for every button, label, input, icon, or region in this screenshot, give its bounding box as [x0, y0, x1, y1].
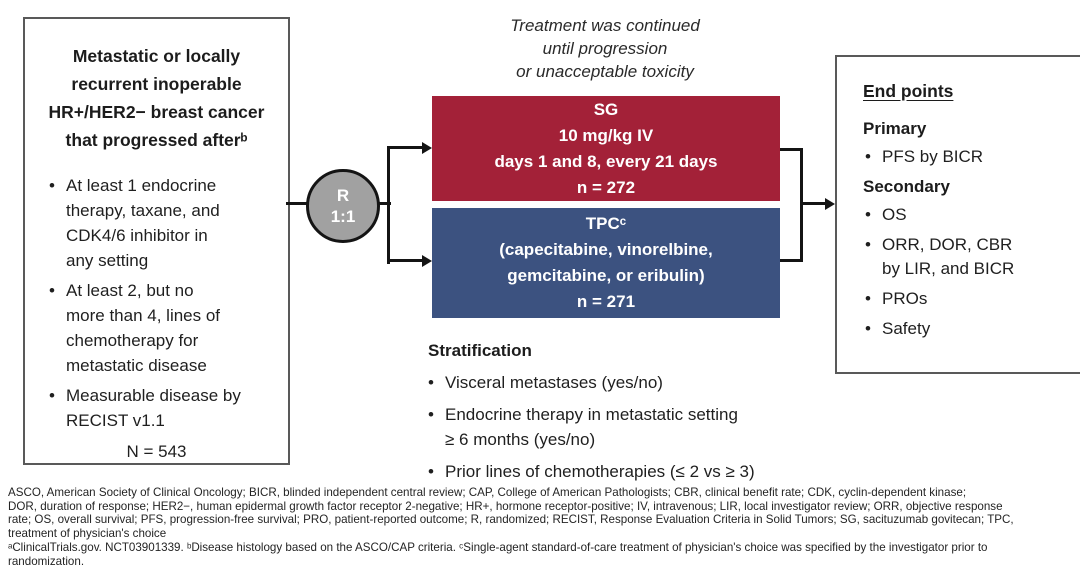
tpc-arm-text: TPCᶜ (capecitabine, vinorelbine, gemcita…: [499, 214, 713, 311]
arrowhead-icon: [825, 197, 835, 210]
connector-line: [387, 146, 390, 264]
eligibility-criterion: At least 2, but no more than 4, lines of…: [49, 278, 284, 378]
connector-line: [286, 202, 308, 205]
total-enrollment: N = 543: [126, 442, 187, 461]
stratification-item: Visceral metastases (yes/no): [428, 370, 873, 395]
connector-line: [780, 259, 802, 262]
stratification-item: Prior lines of chemotherapies (≤ 2 vs ≥ …: [428, 459, 873, 484]
footnotes-section: ASCO, American Society of Clinical Oncol…: [8, 486, 1076, 568]
connector-line: [387, 259, 423, 262]
tpc-arm-box: TPCᶜ (capecitabine, vinorelbine, gemcita…: [432, 208, 780, 318]
secondary-endpoints-list: OS ORR, DOR, CBR by LIR, and BICR PROs S…: [865, 203, 1080, 341]
connector-line: [800, 202, 827, 205]
eligibility-criterion: Measurable disease by RECIST v1.1: [49, 383, 284, 433]
endpoint-item: OS: [865, 203, 1080, 227]
connector-line: [377, 202, 391, 205]
arrowhead-icon: [422, 254, 432, 267]
treatment-continuation-note: Treatment was continued until progressio…: [510, 16, 700, 81]
endpoints-box: End points Primary PFS by BICR Secondary…: [835, 55, 1080, 374]
endpoints-title: End points: [863, 81, 954, 101]
stratification-section: Stratification Visceral metastases (yes/…: [428, 341, 873, 491]
connector-line: [387, 146, 423, 149]
stratification-title: Stratification: [428, 341, 532, 360]
endpoint-item: PROs: [865, 287, 1080, 311]
abbreviations-text: ASCO, American Society of Clinical Oncol…: [8, 486, 1014, 541]
randomization-circle: R 1:1: [306, 169, 380, 243]
stratification-list: Visceral metastases (yes/no) Endocrine t…: [428, 370, 873, 484]
randomization-label: R 1:1: [330, 186, 356, 226]
stratification-item: Endocrine therapy in metastatic setting …: [428, 402, 873, 452]
sg-arm-text: SG 10 mg/kg IV days 1 and 8, every 21 da…: [494, 99, 718, 197]
eligibility-box: Metastatic or locally recurrent inoperab…: [23, 17, 290, 465]
primary-endpoints-list: PFS by BICR: [865, 145, 1080, 169]
study-footnotes-text: ᵃClinicalTrials.gov. NCT03901339. ᵇDisea…: [8, 540, 988, 568]
endpoint-item: Safety: [865, 317, 1080, 341]
endpoint-item: PFS by BICR: [865, 145, 1080, 169]
connector-line: [780, 148, 802, 151]
endpoint-item: ORR, DOR, CBR by LIR, and BICR: [865, 233, 1080, 281]
eligibility-title: Metastatic or locally recurrent inoperab…: [48, 46, 265, 150]
eligibility-criterion: At least 1 endocrine therapy, taxane, an…: [49, 173, 284, 273]
sg-arm-box: SG 10 mg/kg IV days 1 and 8, every 21 da…: [432, 96, 780, 201]
arrowhead-icon: [422, 141, 432, 154]
secondary-endpoints-label: Secondary: [863, 177, 950, 196]
eligibility-criteria-list: At least 1 endocrine therapy, taxane, an…: [49, 173, 284, 433]
connector-line: [800, 148, 803, 262]
primary-endpoints-label: Primary: [863, 119, 927, 138]
